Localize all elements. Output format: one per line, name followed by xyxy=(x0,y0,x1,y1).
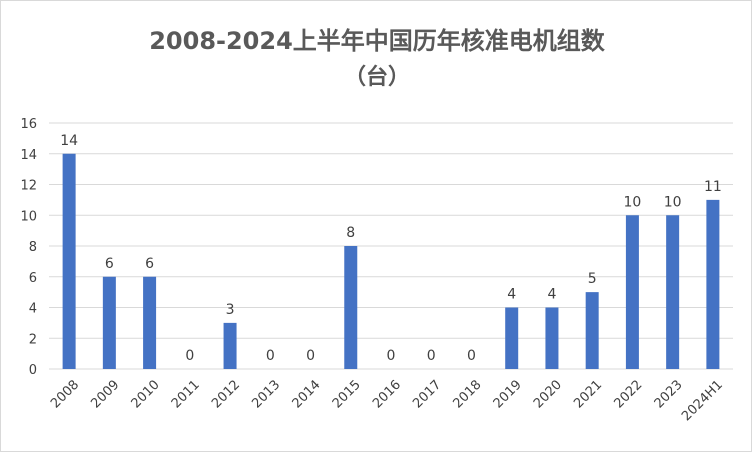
grid-lines xyxy=(49,122,733,370)
data-label: 3 xyxy=(226,302,235,318)
x-tick-label: 2018 xyxy=(451,377,485,411)
bar xyxy=(223,322,237,369)
data-label: 8 xyxy=(346,225,355,241)
x-tick-label: 2019 xyxy=(491,377,525,411)
x-axis-ticks: 2008 2009 2010 2011 2012 2013 2014 2015 2016 2017… xyxy=(48,377,726,424)
x-tick-label: 2010 xyxy=(129,377,163,411)
x-tick-label: 2020 xyxy=(531,377,565,411)
data-label: 10 xyxy=(623,194,641,210)
bar xyxy=(625,215,639,369)
chart-title: 2008-2024上半年中国历年核准电机组数 xyxy=(149,27,605,55)
x-tick-label: 2008 xyxy=(48,377,82,411)
x-tick-label: 2009 xyxy=(88,377,122,411)
y-tick-label: 0 xyxy=(29,363,37,378)
x-tick-label: 2021 xyxy=(571,377,605,411)
x-tick-label: 2012 xyxy=(209,377,243,411)
x-tick-label: 2015 xyxy=(330,377,364,411)
x-tick-label: 2017 xyxy=(410,377,444,411)
bar xyxy=(666,215,680,369)
x-tick-label: 2024H1 xyxy=(679,377,726,424)
data-label: 0 xyxy=(387,348,396,364)
x-tick-label: 2014 xyxy=(290,377,324,411)
x-tick-label: 2013 xyxy=(249,377,283,411)
y-tick-label: 12 xyxy=(20,179,37,194)
y-tick-label: 14 xyxy=(20,148,37,163)
data-label: 0 xyxy=(467,348,476,364)
x-tick-label: 2011 xyxy=(169,377,203,411)
bar xyxy=(706,199,720,369)
bar xyxy=(344,246,358,369)
bar xyxy=(585,292,599,369)
bar xyxy=(545,307,559,369)
y-tick-label: 2 xyxy=(29,332,37,347)
data-label: 0 xyxy=(306,348,315,364)
y-tick-label: 4 xyxy=(29,302,37,317)
data-label: 0 xyxy=(266,348,275,364)
data-label: 0 xyxy=(185,348,194,364)
chart-subtitle: （台） xyxy=(343,65,410,90)
x-tick-label: 2022 xyxy=(611,377,645,411)
bar xyxy=(505,307,519,369)
bar xyxy=(102,276,116,369)
data-label: 0 xyxy=(427,348,436,364)
data-label: 4 xyxy=(547,287,556,303)
bar xyxy=(62,153,76,369)
y-axis-ticks: 0 2 4 6 8 10 12 14 16 xyxy=(20,117,37,378)
data-label: 6 xyxy=(145,256,154,272)
x-tick-label: 2023 xyxy=(652,377,686,411)
bars xyxy=(62,153,720,369)
data-label: 4 xyxy=(507,287,516,303)
data-label: 11 xyxy=(704,179,722,195)
data-label: 14 xyxy=(60,133,78,149)
y-tick-label: 10 xyxy=(20,209,37,224)
data-labels: 14 6 6 0 3 0 0 8 0 0 0 4 4 5 10 10 11 xyxy=(60,133,722,364)
data-label: 10 xyxy=(664,194,682,210)
y-tick-label: 16 xyxy=(20,117,37,132)
x-tick-label: 2016 xyxy=(370,377,404,411)
data-label: 6 xyxy=(105,256,114,272)
data-label: 5 xyxy=(588,271,597,287)
y-tick-label: 6 xyxy=(29,271,37,286)
y-tick-label: 8 xyxy=(29,240,37,255)
bar xyxy=(143,276,157,369)
